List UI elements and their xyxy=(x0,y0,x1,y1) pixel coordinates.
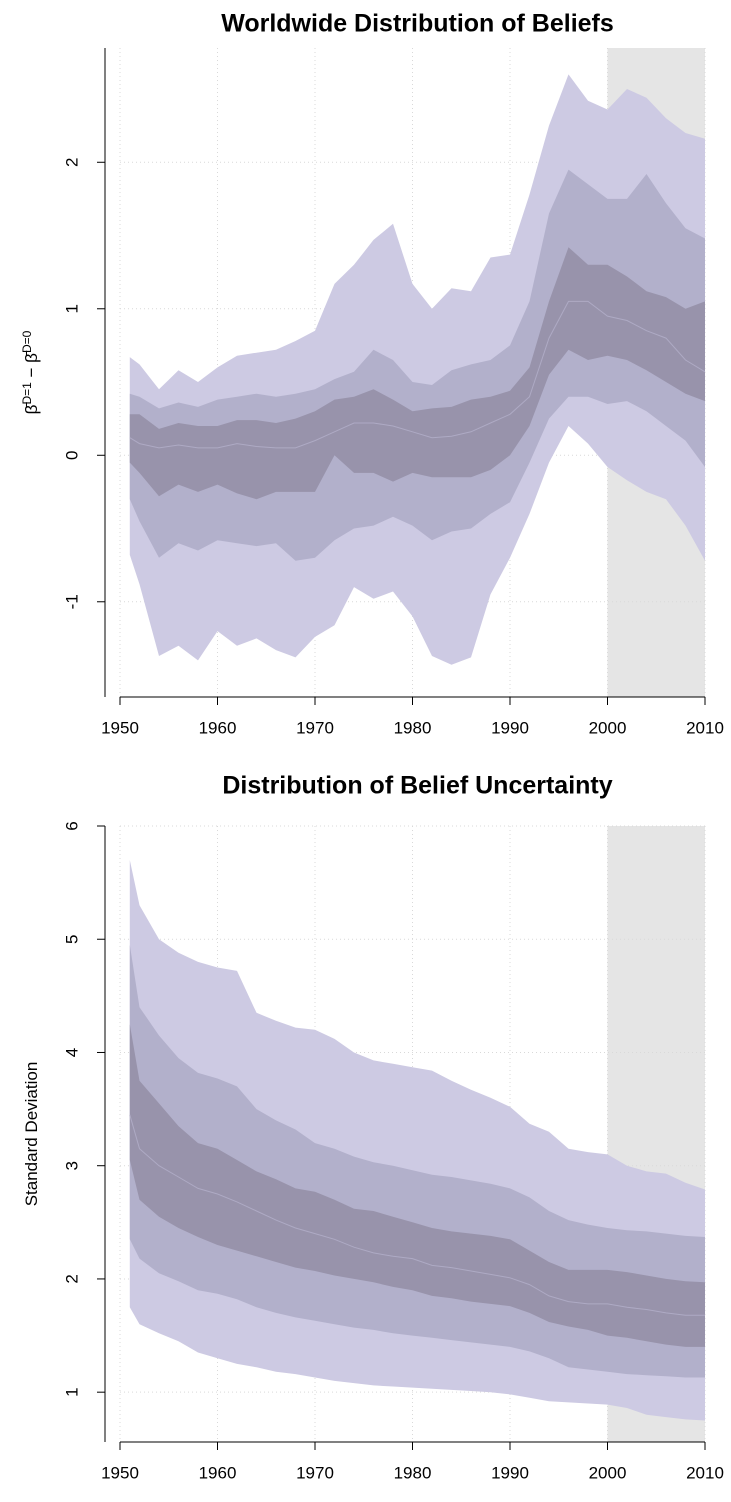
y-tick-label: 2 xyxy=(62,1274,81,1283)
x-tick-label: 1950 xyxy=(101,718,139,737)
x-tick-label: 2000 xyxy=(589,718,627,737)
x-tick-label: 2010 xyxy=(686,1463,724,1482)
x-tick-label: 1990 xyxy=(491,1463,529,1482)
y-tick-label: 3 xyxy=(62,1161,81,1170)
x-tick-label: 1980 xyxy=(394,718,432,737)
x-tick-label: 1970 xyxy=(296,1463,334,1482)
y-axis-label-part: − β̄ xyxy=(22,350,41,382)
y-axis-label: β̄D=1 − β̄D=0 xyxy=(20,330,42,414)
y-axis-label-part: Standard Deviation xyxy=(22,1062,41,1207)
x-tick-label: 1970 xyxy=(296,718,334,737)
chart-title: Worldwide Distribution of Beliefs xyxy=(221,10,614,38)
x-tick-label: 2000 xyxy=(589,1463,627,1482)
y-tick-label: 1 xyxy=(62,1387,81,1396)
x-tick-label: 1960 xyxy=(199,1463,237,1482)
x-tick-label: 1980 xyxy=(394,1463,432,1482)
y-tick-label: 0 xyxy=(62,451,81,460)
y-tick-label: 6 xyxy=(62,821,81,830)
median-line xyxy=(129,1114,705,1316)
x-tick-label: 1990 xyxy=(491,718,529,737)
median-line xyxy=(129,300,706,449)
chart-title: Distribution of Belief Uncertainty xyxy=(222,772,612,800)
y-tick-label: 4 xyxy=(62,1048,81,1057)
y-axis-label-part: D=0 xyxy=(20,330,34,353)
band-area xyxy=(129,1024,706,1347)
y-axis-label-part: β̄ xyxy=(22,402,41,415)
y-tick-label: 5 xyxy=(62,935,81,944)
x-tick-label: 2010 xyxy=(686,718,724,737)
y-axis-label-part: D=1 xyxy=(20,382,34,405)
y-axis-label: Standard Deviation xyxy=(22,1062,41,1207)
x-tick-label: 1950 xyxy=(101,1463,139,1482)
y-tick-label: -1 xyxy=(62,594,81,609)
y-tick-label: 2 xyxy=(62,158,81,167)
y-tick-label: 1 xyxy=(62,304,81,313)
band-area xyxy=(129,247,706,500)
x-tick-label: 1960 xyxy=(199,718,237,737)
